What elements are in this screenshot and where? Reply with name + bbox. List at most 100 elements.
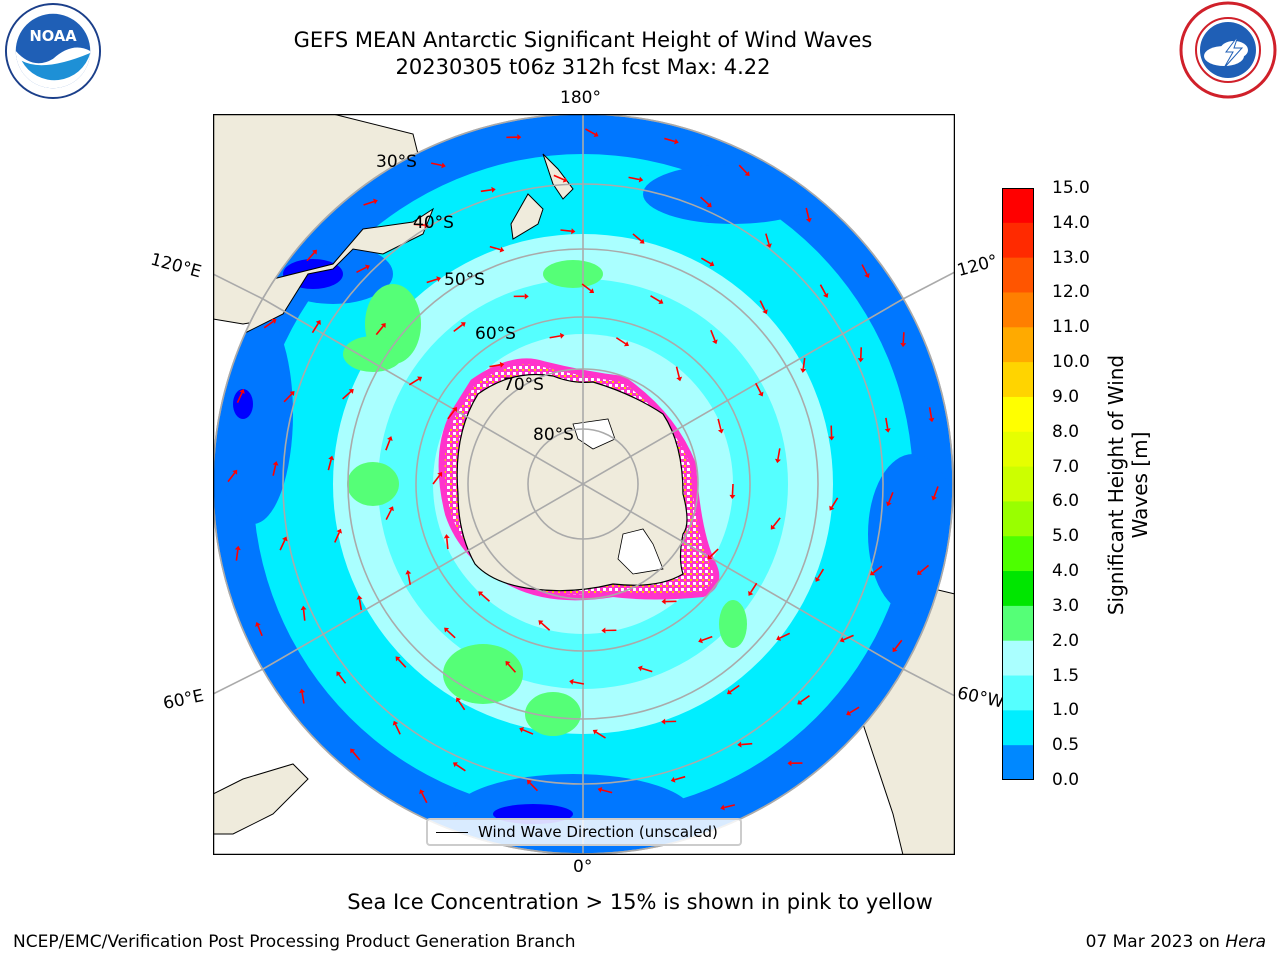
colorbar-segment [1002,396,1034,433]
wind-wave-arrowhead [597,786,603,793]
wind-wave-arrowhead [762,309,768,315]
wind-wave-arrow [363,200,375,206]
colorbar-segment [1002,675,1034,711]
lat-label-50s: 50°S [444,270,485,290]
colorbar-segment [1002,571,1034,607]
colorbar-segment [1002,257,1034,293]
wind-wave-arrow [352,751,361,761]
wind-wave-arrowhead [315,319,321,325]
wind-wave-arrowhead [829,505,835,511]
wind-wave-arrow [489,245,501,251]
wind-wave-arrow [800,695,810,703]
wind-wave-arrow [650,295,661,303]
wind-wave-arrow [765,233,770,245]
wind-wave-arrowhead [623,341,629,347]
colorbar-tick-label: 2.0 [1052,630,1080,651]
colorbar-tick-label: 1.5 [1052,665,1080,686]
wind-wave-arrowhead [456,697,462,703]
wind-wave-arrowhead [441,162,446,169]
lon-label-180: 180° [560,88,601,108]
footer-credit: NCEP/EMC/Verification Post Processing Pr… [13,932,576,952]
wind-wave-arrowhead [638,176,644,183]
wind-wave-arrow [641,667,653,673]
wind-wave-arrow [755,382,762,394]
colorbar-segment [1002,466,1034,502]
footer-date: 07 Mar 2023 on Hera [1086,932,1266,952]
wind-wave-arrow [394,724,401,735]
wind-wave-arrow [933,486,939,498]
wind-wave-arrow [700,257,712,265]
nws-logo [1179,1,1277,99]
colorbar-segment [1002,536,1034,572]
wind-wave-arrow [843,634,854,641]
wind-wave-arrow [426,278,438,284]
wind-wave-arrow [723,804,736,809]
wind-wave-arrowhead [424,222,429,229]
wind-wave-arrowhead [373,198,378,205]
wind-wave-arrow [236,392,243,403]
colorbar-tick-label: 0.0 [1052,770,1080,790]
wind-wave-arrowhead [234,545,241,551]
map-legend: Wind Wave Direction (unscaled) [426,818,742,846]
wind-wave-arrowhead [823,292,829,298]
wind-wave-arrowhead [698,637,703,644]
wind-wave-arrowhead [805,217,812,223]
wind-wave-arrowhead [571,228,576,235]
wind-wave-arrowhead [589,288,595,294]
wind-wave-arrowhead [255,621,261,627]
lat-label-70s: 70°S [503,375,544,395]
legend-label: Wind Wave Direction (unscaled) [478,823,718,841]
colorbar-segment [1002,327,1034,363]
colorbar-segment [1002,362,1034,398]
wind-wave-arrowhead [387,436,393,441]
colorbar-tick-label: 13.0 [1052,247,1090,268]
wind-wave-arrow [928,407,933,419]
wind-wave-arrowhead [499,246,505,253]
wind-wave-arrowhead [720,804,725,811]
lon-label-0: 0° [573,857,593,877]
wind-wave-arrow [421,792,428,804]
wind-wave-arrow [385,509,392,520]
wind-wave-arrow [338,674,347,684]
wind-wave-arrowhead [661,718,666,725]
wind-wave-arrow [581,283,592,292]
wind-wave-arrow [397,658,407,668]
wind-wave-arrowhead [405,570,412,575]
colorbar-tick-label: 1.0 [1052,700,1080,721]
wind-wave-arrowhead [437,472,443,478]
wind-wave-arrow [674,775,686,781]
wind-wave-arrowhead [593,131,599,137]
wind-wave-arrowhead [436,276,442,282]
wind-wave-arrow [445,538,449,550]
wind-wave-arrowhead [639,238,645,244]
wind-wave-arrowhead [776,635,782,641]
wind-wave-arrow [356,266,367,274]
wind-wave-arrowhead [336,528,342,534]
wind-wave-arrowhead [706,202,712,208]
wind-wave-arrow [358,599,363,611]
wind-wave-arrowhead [519,727,525,733]
wind-wave-arrow [522,729,534,735]
wind-wave-arrow [529,782,539,792]
wind-wave-arrowhead [232,469,238,475]
footer-host: Hera [1225,932,1266,952]
wind-wave-arrow [263,320,274,329]
wind-wave-arrowhead [670,776,676,783]
wind-wave-arrow [257,625,263,637]
wind-wave-arrowhead [928,417,935,423]
colorbar-label-line1: Significant Height of Wind [1104,354,1128,616]
wind-wave-arrow [453,324,463,333]
wind-wave-arrowhead [272,461,279,466]
wind-wave-arrow [227,472,236,483]
wind-wave-arrow [664,137,676,143]
wind-wave-arrows [227,128,939,811]
wind-wave-arrowhead [707,554,713,560]
colorbar-tick-label: 12.0 [1052,282,1090,303]
wind-wave-arrow [572,681,585,685]
wind-wave-arrowhead [839,636,845,643]
wind-wave-arrowhead [892,647,898,653]
wind-wave-arrow [283,393,293,403]
wind-wave-arrowhead [282,536,288,542]
lon-label-60w: 60°W [955,683,1006,713]
wind-wave-arrow [455,764,466,772]
